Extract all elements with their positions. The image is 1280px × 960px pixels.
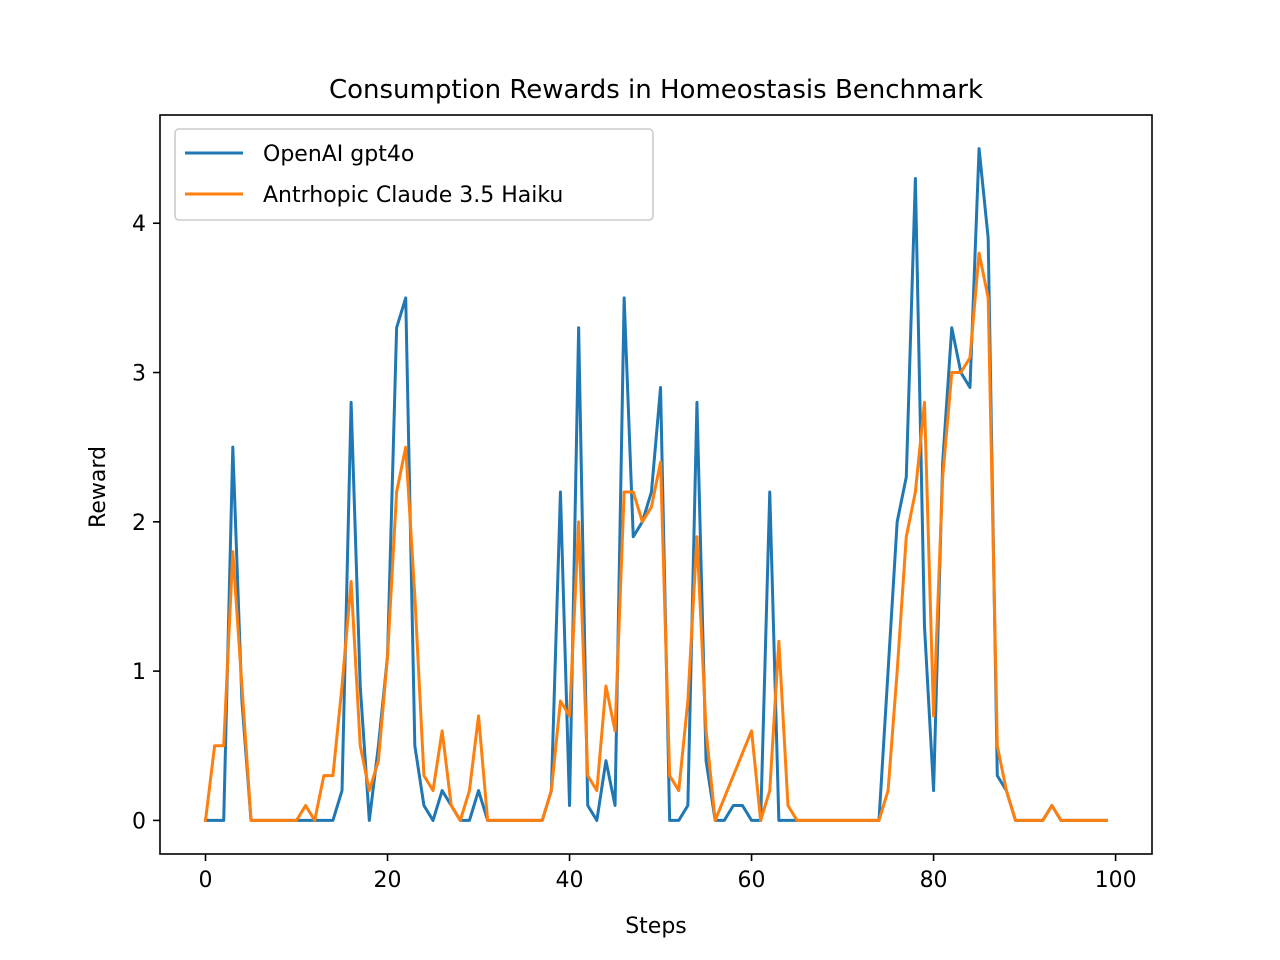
x-tick-label: 100: [1095, 868, 1137, 893]
chart-title: Consumption Rewards in Homeostasis Bench…: [329, 75, 983, 105]
legend-items: OpenAI gpt4o Antrhopic Claude 3.5 Haiku: [185, 142, 563, 208]
y-tick-label: 4: [132, 212, 146, 237]
x-axis-ticks: 0 20 40 60 80 100: [199, 854, 1137, 893]
legend-frame: [174, 128, 654, 221]
x-axis-label: Steps: [625, 914, 687, 939]
axes-frame: [159, 114, 1153, 855]
y-tick-label: 3: [132, 362, 146, 387]
series-line-1: [204, 147, 1108, 822]
x-tick-label: 0: [199, 868, 213, 893]
x-tick-label: 60: [738, 868, 766, 893]
x-tick-label: 20: [374, 868, 402, 893]
y-tick-label: 0: [132, 809, 146, 834]
legend: OpenAI gpt4o Antrhopic Claude 3.5 Haiku: [174, 128, 654, 221]
series-lines: [203, 147, 1108, 823]
legend-label-1: OpenAI gpt4o: [263, 142, 414, 167]
x-tick-label: 40: [556, 868, 584, 893]
y-tick-label: 1: [132, 660, 146, 685]
plot-area: [159, 114, 1153, 855]
y-tick-label: 2: [132, 511, 146, 536]
series-line-2: [203, 251, 1108, 823]
y-axis-label: Reward: [86, 446, 111, 528]
x-tick-label: 80: [920, 868, 948, 893]
legend-label-2: Antrhopic Claude 3.5 Haiku: [263, 183, 563, 208]
y-axis-ticks: 0 1 2 3 4: [132, 212, 160, 834]
